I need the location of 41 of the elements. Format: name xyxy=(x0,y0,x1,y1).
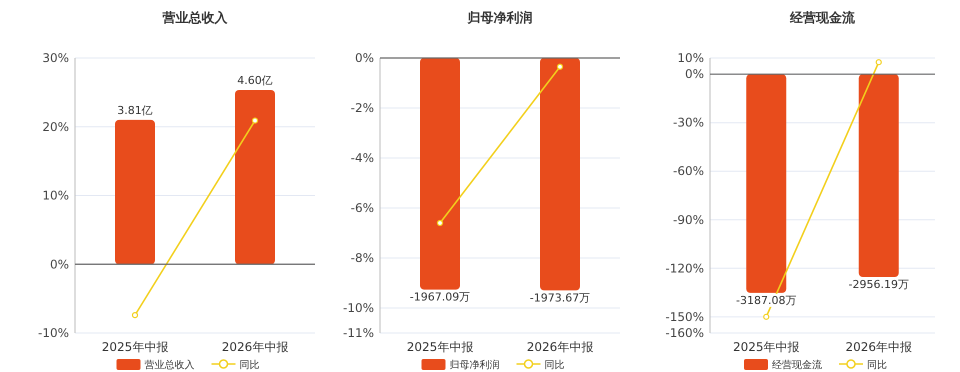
legend-label: 经营现金流 xyxy=(772,359,822,371)
y-tick-label: -150% xyxy=(665,310,704,324)
chart-title: 经营现金流 xyxy=(789,10,856,26)
y-tick-label: 10% xyxy=(677,51,704,65)
legend-label: 同比 xyxy=(240,359,260,371)
chart-title: 营业总收入 xyxy=(162,10,228,26)
chart-title: 归母净利润 xyxy=(466,10,532,26)
y-tick-label: -4% xyxy=(350,151,374,165)
y-tick-label: 30% xyxy=(42,51,69,65)
data-label: -1967.09万 xyxy=(410,290,470,304)
x-tick-label: 2026年中报 xyxy=(222,340,288,354)
legend-label: 同比 xyxy=(544,359,564,371)
y-tick-label: 0% xyxy=(684,67,704,82)
y-tick-label: -6% xyxy=(350,201,374,215)
y-tick-label: -2% xyxy=(350,101,374,115)
x-tick-label: 2025年中报 xyxy=(732,340,800,354)
legend-label: 同比 xyxy=(867,359,887,371)
data-label: 4.60亿 xyxy=(237,74,273,87)
y-tick-label: 0% xyxy=(50,257,69,272)
data-label: -3187.08万 xyxy=(736,294,796,307)
y-tick-label: -30% xyxy=(672,116,704,130)
data-label: -2956.19万 xyxy=(848,278,909,292)
x-tick-label: 2026年中报 xyxy=(526,340,594,354)
x-tick-label: 2025年中报 xyxy=(406,340,474,354)
y-tick-label: -160% xyxy=(665,326,704,340)
y-tick-label: -10% xyxy=(342,301,374,315)
y-tick-label: -11% xyxy=(342,326,374,340)
y-tick-label: -120% xyxy=(665,261,704,276)
x-tick-label: 2025年中报 xyxy=(102,340,168,354)
y-tick-label: 0% xyxy=(354,51,374,65)
y-tick-label: -10% xyxy=(38,326,69,340)
x-tick-label: 2026年中报 xyxy=(845,340,912,354)
y-tick-label: 10% xyxy=(42,188,69,202)
y-tick-label: 20% xyxy=(42,120,69,134)
data-label: 3.81亿 xyxy=(117,104,153,117)
y-tick-label: -60% xyxy=(672,164,704,178)
legend-label: 归母净利润 xyxy=(450,359,500,371)
y-tick-label: -90% xyxy=(672,212,704,227)
y-tick-label: -8% xyxy=(350,251,374,265)
legend-label: 营业总收入 xyxy=(144,359,194,371)
data-label: -1973.67万 xyxy=(530,291,590,304)
